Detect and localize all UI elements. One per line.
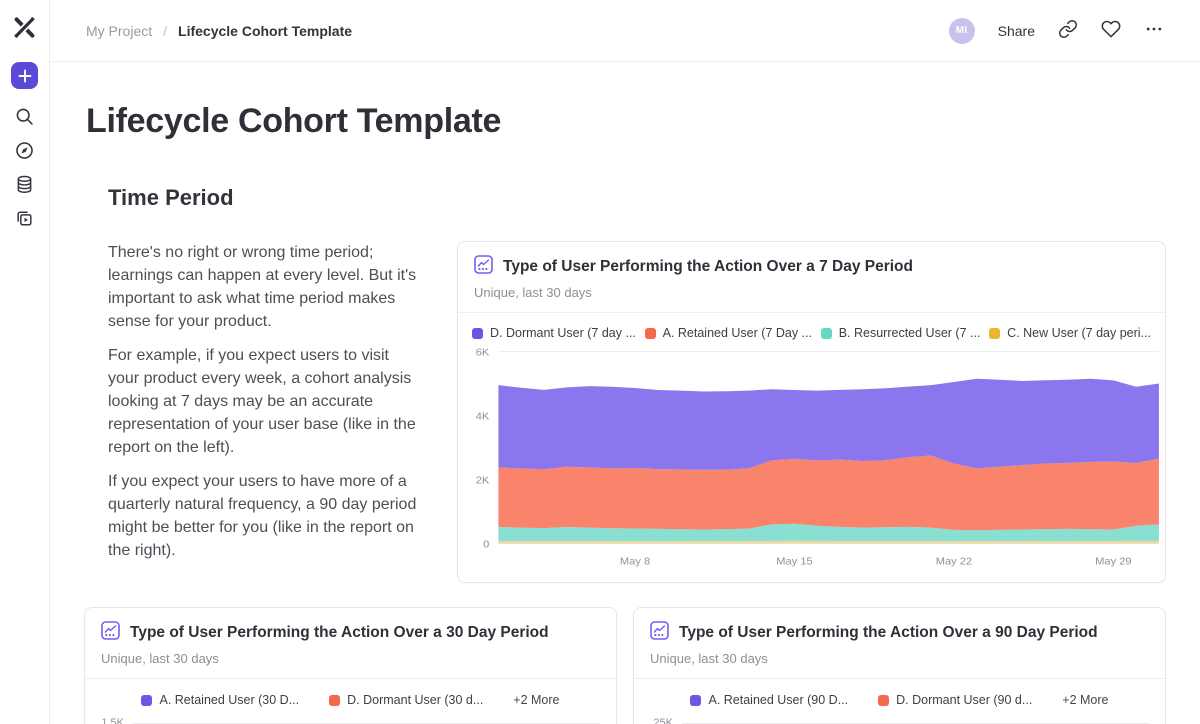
legend-item[interactable]: D. Dormant User (90 d...	[878, 693, 1032, 707]
boards-play-icon	[14, 208, 35, 229]
more-options-button[interactable]	[1144, 19, 1164, 42]
legend-more[interactable]: +2 More	[1062, 693, 1109, 707]
chart-card-90-day[interactable]: Type of User Performing the Action Over …	[633, 607, 1166, 724]
breadcrumb: My Project / Lifecycle Cohort Template	[86, 23, 352, 39]
svg-text:May 8: May 8	[620, 556, 650, 568]
svg-text:May 15: May 15	[776, 556, 812, 568]
card-header: Type of User Performing the Action Over …	[634, 608, 1165, 679]
legend-swatch-icon	[141, 694, 153, 706]
y-axis-tick: 25K	[653, 717, 673, 724]
mixpanel-logo-icon	[12, 15, 37, 40]
legend-label: B. Resurrected User (7 ...	[838, 326, 981, 340]
card-header: Type of User Performing the Action Over …	[458, 242, 1165, 313]
gridline	[133, 722, 600, 724]
chart-axis-partial: 1.5K	[85, 709, 616, 724]
chart-legend: D. Dormant User (7 day ... A. Retained Us…	[458, 313, 1165, 340]
section-title: Time Period	[108, 185, 234, 210]
card-subtitle: Unique, last 30 days	[474, 285, 592, 300]
legend-more[interactable]: +2 More	[513, 693, 560, 707]
svg-text:6K: 6K	[476, 347, 490, 359]
svg-text:0: 0	[483, 539, 489, 551]
board-content: Lifecycle Cohort Template Time Period Th…	[50, 62, 1200, 724]
legend-label: D. Dormant User (7 day ...	[490, 326, 636, 340]
avatar[interactable]: MI	[948, 17, 975, 44]
y-axis-tick: 1.5K	[101, 717, 124, 724]
stacked-area-chart-7-day[interactable]: 0 2K 4K 6K May 8 May 15 May 22 May 29	[458, 340, 1165, 582]
legend-item[interactable]: D. Dormant User (30 d...	[329, 693, 483, 707]
chart-legend: A. Retained User (30 D... D. Dormant User…	[85, 679, 616, 709]
card-subtitle: Unique, last 30 days	[650, 651, 768, 666]
legend-item[interactable]: C. New User (7 day peri...	[989, 326, 1151, 340]
data-button[interactable]	[8, 167, 42, 201]
explore-button[interactable]	[8, 133, 42, 167]
compass-icon	[14, 140, 35, 161]
heart-icon	[1101, 19, 1121, 42]
legend-item[interactable]: A. Retained User (7 Day ...	[644, 326, 812, 340]
svg-text:May 22: May 22	[936, 556, 972, 568]
text-block: There's no right or wrong time period; l…	[108, 241, 422, 573]
legend-item[interactable]: A. Retained User (90 D...	[690, 693, 848, 707]
chart-legend: A. Retained User (90 D... D. Dormant User…	[634, 679, 1165, 709]
legend-swatch-icon	[472, 327, 483, 339]
legend-swatch-icon	[329, 694, 341, 706]
svg-text:4K: 4K	[476, 411, 490, 423]
line-chart-icon	[101, 621, 120, 645]
favorite-button[interactable]	[1101, 19, 1121, 42]
svg-text:2K: 2K	[476, 475, 490, 487]
legend-label: D. Dormant User (90 d...	[896, 693, 1033, 707]
sidebar	[0, 0, 50, 724]
legend-label: D. Dormant User (30 d...	[347, 693, 484, 707]
gridline	[682, 722, 1149, 724]
paragraph: For example, if you expect users to visi…	[108, 347, 416, 456]
breadcrumb-project[interactable]: My Project	[86, 22, 153, 39]
create-button[interactable]	[11, 62, 38, 89]
legend-swatch-icon	[690, 694, 702, 706]
ellipsis-icon	[1144, 19, 1164, 42]
page-title: Lifecycle Cohort Template	[86, 102, 502, 140]
legend-swatch-icon	[878, 694, 890, 706]
legend-label: A. Retained User (7 Day ...	[662, 326, 812, 340]
card-header: Type of User Performing the Action Over …	[85, 608, 616, 679]
breadcrumb-separator: /	[163, 22, 168, 39]
paragraph: There's no right or wrong time period; l…	[108, 244, 417, 330]
link-icon	[1058, 19, 1078, 42]
legend-label: C. New User (7 day peri...	[1007, 326, 1151, 340]
search-button[interactable]	[8, 99, 42, 133]
plus-icon	[18, 69, 32, 83]
line-chart-icon	[474, 255, 493, 279]
breadcrumb-current: Lifecycle Cohort Template	[178, 22, 353, 39]
svg-text:May 29: May 29	[1095, 556, 1131, 568]
chart-axis-partial: 25K	[634, 709, 1165, 724]
top-header: My Project / Lifecycle Cohort Template M…	[50, 0, 1200, 62]
database-icon	[14, 174, 35, 195]
card-title: Type of User Performing the Action Over …	[503, 258, 913, 275]
legend-item[interactable]: A. Retained User (30 D...	[141, 693, 299, 707]
copy-link-button[interactable]	[1058, 19, 1078, 42]
card-subtitle: Unique, last 30 days	[101, 651, 219, 666]
card-title: Type of User Performing the Action Over …	[130, 624, 549, 641]
boards-button[interactable]	[8, 201, 42, 235]
paragraph: If you expect your users to have more of…	[108, 473, 417, 559]
legend-swatch-icon	[644, 327, 656, 339]
legend-label: A. Retained User (90 D...	[708, 693, 849, 707]
search-icon	[14, 106, 35, 127]
chart-card-7-day[interactable]: Type of User Performing the Action Over …	[457, 241, 1166, 583]
legend-item[interactable]: B. Resurrected User (7 ...	[820, 326, 981, 340]
legend-swatch-icon	[820, 327, 832, 339]
legend-swatch-icon	[989, 327, 1001, 339]
legend-label: A. Retained User (30 D...	[159, 693, 300, 707]
share-button[interactable]: Share	[997, 22, 1035, 39]
legend-item[interactable]: D. Dormant User (7 day ...	[472, 326, 636, 340]
card-title: Type of User Performing the Action Over …	[679, 624, 1098, 641]
line-chart-icon	[650, 621, 669, 645]
chart-card-30-day[interactable]: Type of User Performing the Action Over …	[84, 607, 617, 724]
